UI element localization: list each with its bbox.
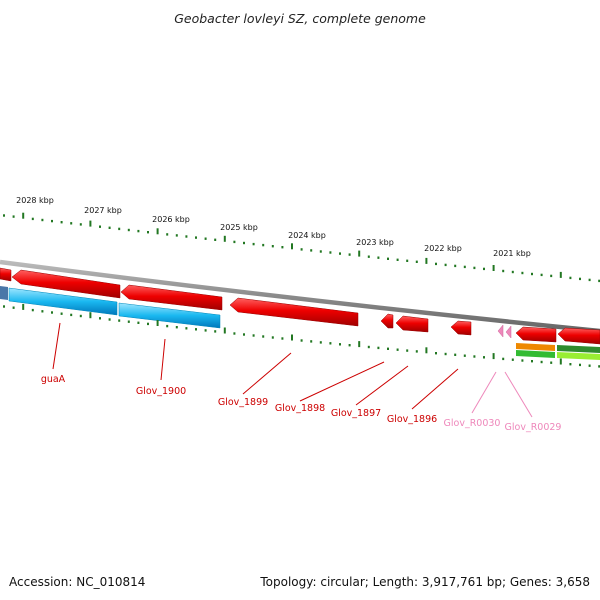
ruler-label-2024: 2024 kbp <box>288 231 326 240</box>
gene-arrow-glov-1900 <box>120 284 223 311</box>
gc-ticks <box>3 303 600 368</box>
gene-label-glov-1898: Glov_1898 <box>275 403 325 414</box>
ruler-label-2026: 2026 kbp <box>152 215 190 224</box>
genome-summary: Topology: circular; Length: 3,917,761 bp… <box>259 575 590 589</box>
gene-arrow <box>0 267 12 282</box>
ruler-ticks <box>3 212 600 283</box>
cog-block-blue <box>8 287 118 316</box>
leader-line <box>471 371 497 414</box>
accession-label: Accession: NC_010814 <box>9 575 145 589</box>
gene-track <box>0 267 600 345</box>
leader-line <box>355 365 409 406</box>
ruler-label-2028: 2028 kbp <box>16 196 54 205</box>
map-title: Geobacter lovleyi SZ, complete genome <box>174 11 426 26</box>
gene-label-glov-r0030: Glov_R0030 <box>444 418 501 429</box>
leader-line <box>504 371 533 418</box>
ruler-label-2027: 2027 kbp <box>84 206 122 215</box>
cog-block-light-green <box>557 352 600 360</box>
gene-arrow-glov-1896 <box>450 320 472 336</box>
cog-block <box>0 286 8 300</box>
rna-arrow-glov-r0030 <box>497 324 504 338</box>
genome-backbone-line <box>0 259 600 334</box>
cog-block-blue <box>118 302 221 329</box>
gene-labels: guaA Glov_1900 Glov_1899 Glov_1898 Glov_… <box>41 322 562 433</box>
ruler-label-2021: 2021 kbp <box>493 249 531 258</box>
gene-arrow-glov-1897 <box>395 315 429 333</box>
ruler-label-2023: 2023 kbp <box>356 238 394 247</box>
leader-line <box>52 322 61 370</box>
gene-arrow-glov-1898 <box>380 313 394 329</box>
gene-label-glov-1900: Glov_1900 <box>136 386 186 397</box>
cog-block-green <box>516 350 555 358</box>
ruler-label-2022: 2022 kbp <box>424 244 462 253</box>
gene-arrow-guaA <box>11 269 121 299</box>
rna-arrow-glov-r0029 <box>505 325 512 339</box>
ruler-label-2025: 2025 kbp <box>220 223 258 232</box>
cog-block-dark-green <box>557 345 600 353</box>
leader-line <box>242 352 292 395</box>
gene-label-glov-1899: Glov_1899 <box>218 397 268 408</box>
ruler: 2028 kbp 2027 kbp 2026 kbp 2025 kbp 2024… <box>3 196 600 283</box>
gene-label-glov-r0029: Glov_R0029 <box>505 422 562 433</box>
cog-track <box>0 286 600 360</box>
gene-arrow <box>515 326 557 343</box>
gene-label-guaA: guaA <box>41 374 66 385</box>
cog-block-orange <box>516 343 555 351</box>
gene-label-glov-1897: Glov_1897 <box>331 408 381 419</box>
gene-arrow <box>557 327 600 345</box>
gene-label-glov-1896: Glov_1896 <box>387 414 437 425</box>
leader-line <box>411 368 459 410</box>
gene-arrow-glov-1899 <box>229 297 359 327</box>
leader-line <box>160 338 166 381</box>
leader-line <box>299 361 385 402</box>
